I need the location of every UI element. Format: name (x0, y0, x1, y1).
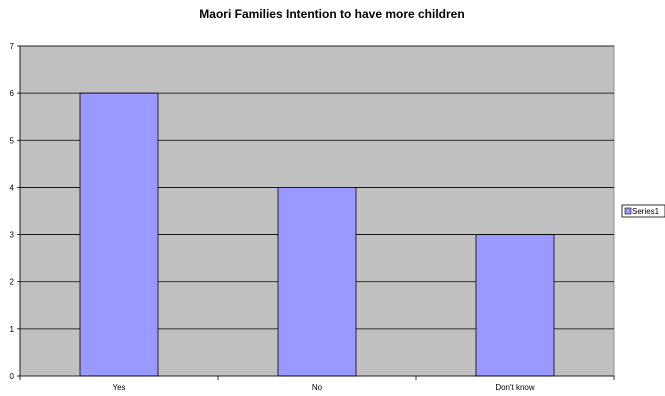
bar-no (277, 187, 357, 377)
y-tick-label: 0 (10, 372, 15, 381)
chart-title: Maori Families Intention to have more ch… (199, 7, 464, 21)
bar-yes (79, 92, 159, 377)
y-tick-label: 6 (10, 89, 15, 98)
y-tick-label: 5 (10, 136, 15, 145)
y-tick-label: 4 (10, 183, 15, 192)
legend-label-series1: Series1 (632, 207, 660, 216)
x-tick-label: Don't know (495, 383, 535, 392)
x-tick-label: No (312, 383, 323, 392)
y-tick-label: 2 (10, 278, 15, 287)
x-tick-label: Yes (112, 383, 125, 392)
bar-don-t-know (475, 234, 555, 377)
y-tick-label: 1 (10, 325, 15, 334)
bars (79, 92, 555, 377)
axes (19, 46, 614, 377)
legend-swatch (624, 207, 632, 215)
legend-box (621, 204, 665, 218)
legend: Series1 (621, 204, 665, 218)
x-axis-ticks: Yes No Don't know (19, 376, 615, 392)
plot-area (19, 45, 615, 377)
y-tick-label: 7 (10, 42, 15, 51)
y-axis-ticks: 0 1 2 3 4 5 6 7 (10, 42, 20, 381)
y-tick-label: 3 (10, 231, 15, 240)
